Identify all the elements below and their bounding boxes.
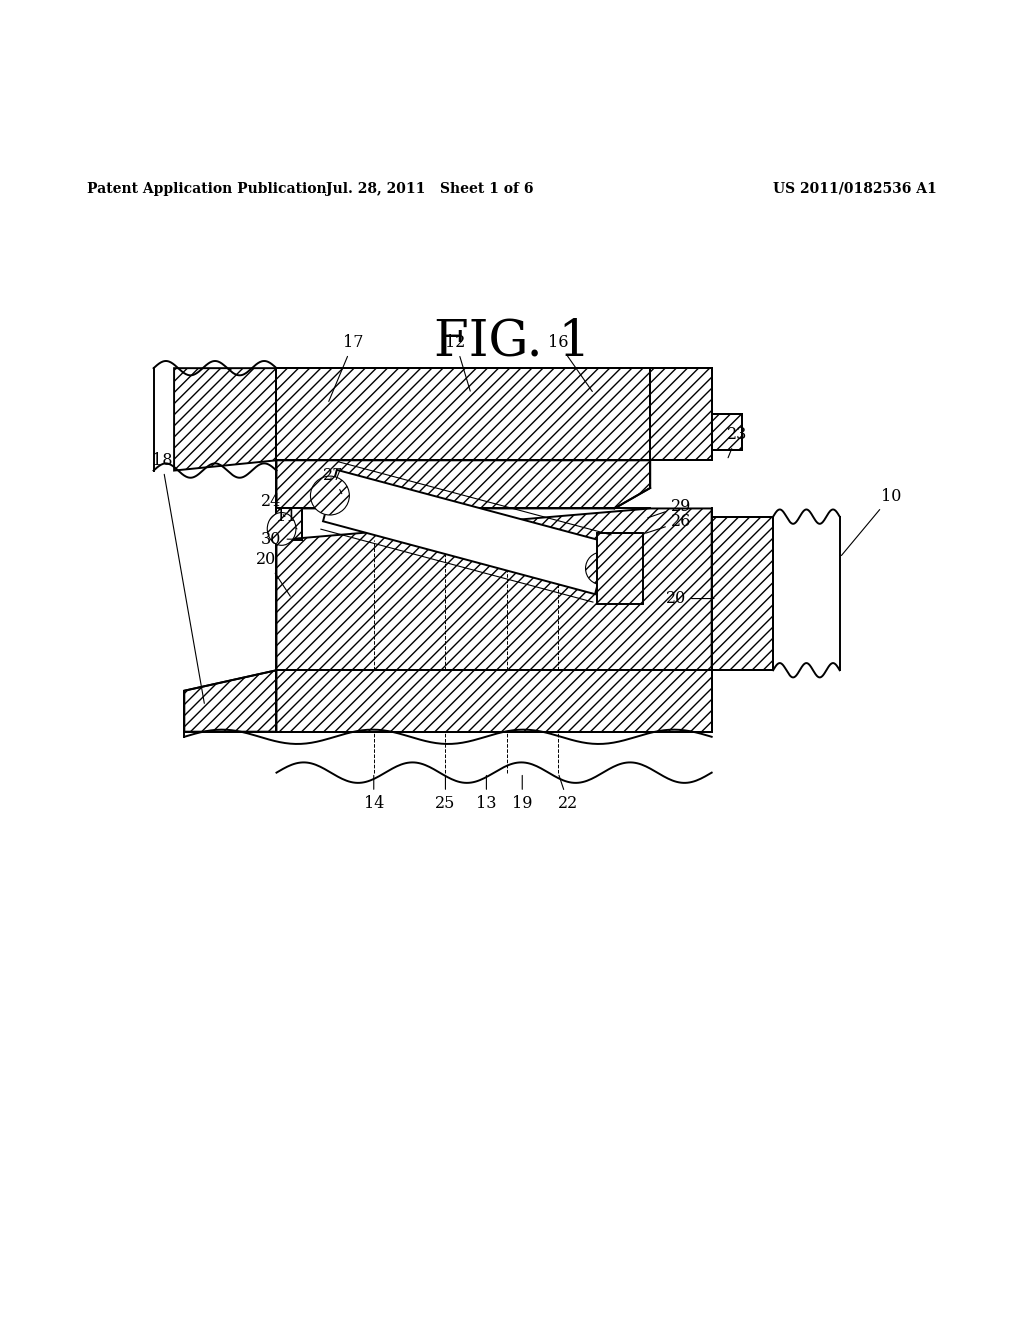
Text: US 2011/0182536 A1: US 2011/0182536 A1 xyxy=(773,182,937,195)
Text: 16: 16 xyxy=(548,334,592,392)
Text: 25: 25 xyxy=(435,775,456,812)
Text: 14: 14 xyxy=(364,775,384,812)
Polygon shape xyxy=(597,532,643,605)
Text: 11: 11 xyxy=(276,508,297,529)
Text: 23: 23 xyxy=(727,426,748,458)
Text: 26: 26 xyxy=(646,513,691,533)
Polygon shape xyxy=(276,368,650,461)
Polygon shape xyxy=(276,671,712,731)
Text: 22: 22 xyxy=(558,775,579,812)
Ellipse shape xyxy=(310,477,349,515)
Text: 17: 17 xyxy=(329,334,364,401)
Text: 20: 20 xyxy=(256,552,291,597)
Polygon shape xyxy=(276,508,712,671)
Text: 10: 10 xyxy=(842,487,901,556)
Text: Patent Application Publication: Patent Application Publication xyxy=(87,182,327,195)
Polygon shape xyxy=(323,470,609,594)
Text: 12: 12 xyxy=(445,334,470,391)
Text: 13: 13 xyxy=(476,775,497,812)
Text: 29: 29 xyxy=(648,498,691,517)
Ellipse shape xyxy=(586,552,618,585)
Text: FIG. 1: FIG. 1 xyxy=(434,317,590,367)
Text: 20: 20 xyxy=(666,590,714,607)
Polygon shape xyxy=(184,671,276,731)
Text: 18: 18 xyxy=(152,451,205,704)
Polygon shape xyxy=(276,508,302,540)
Text: 19: 19 xyxy=(512,775,532,812)
Polygon shape xyxy=(650,368,742,461)
Polygon shape xyxy=(174,368,276,470)
Text: 24: 24 xyxy=(261,492,285,516)
Polygon shape xyxy=(712,516,773,671)
Text: 27: 27 xyxy=(323,467,343,494)
Polygon shape xyxy=(276,461,650,508)
Text: Jul. 28, 2011   Sheet 1 of 6: Jul. 28, 2011 Sheet 1 of 6 xyxy=(327,182,534,195)
Text: 30: 30 xyxy=(261,531,299,548)
Ellipse shape xyxy=(267,512,296,545)
